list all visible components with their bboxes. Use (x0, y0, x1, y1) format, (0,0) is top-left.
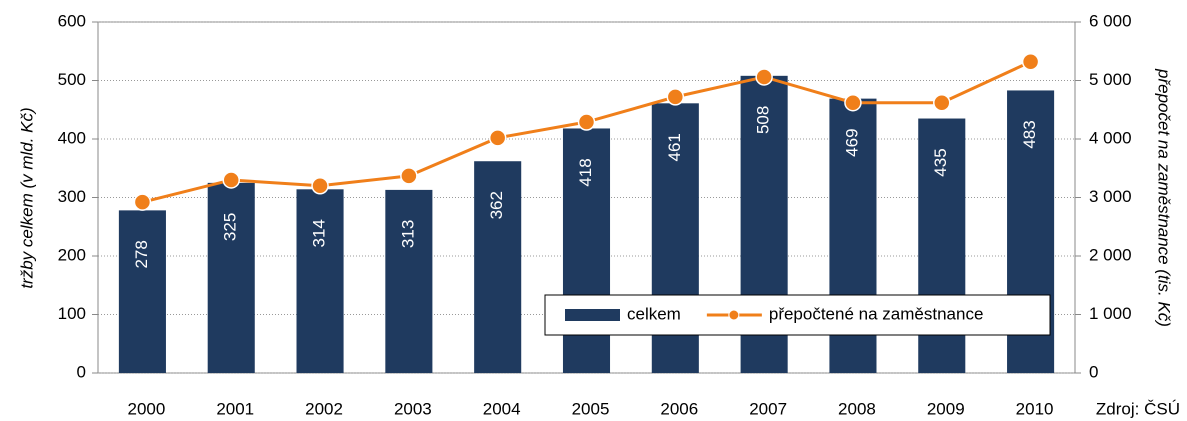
x-tick-label: 2007 (749, 399, 787, 418)
legend-box (544, 294, 1051, 336)
y2-axis-title: přepočet na zaměstnance (tis. Kč) (1155, 68, 1174, 327)
y-tick-label: 100 (58, 304, 86, 323)
line-marker (933, 93, 951, 112)
y2-tick-label: 6 000 (1089, 11, 1132, 30)
line-marker (844, 93, 862, 112)
y-axis-title: tržby celkem (v mld. Kč) (17, 107, 36, 288)
y-tick-label: 500 (58, 70, 86, 89)
line-marker (755, 68, 773, 86)
bar-value-label: 325 (221, 213, 240, 241)
y2-tick-label: 4 000 (1089, 128, 1132, 147)
bar (385, 189, 433, 373)
bar-value-label: 313 (398, 220, 417, 248)
line-marker (400, 167, 418, 185)
y-tick-label: 400 (58, 128, 86, 147)
x-tick-label: 2008 (838, 399, 876, 418)
bar (296, 189, 344, 373)
x-tick-label: 2005 (572, 399, 610, 418)
legend-swatch-marker (728, 309, 740, 321)
x-tick-label: 2006 (660, 399, 698, 418)
y2-tick-label: 2 000 (1089, 245, 1132, 264)
bar-value-label: 362 (487, 191, 506, 219)
line-marker (311, 177, 329, 195)
legend-label: celkem (627, 304, 681, 323)
bar-value-label: 314 (310, 219, 329, 247)
line-marker (222, 171, 240, 189)
x-tick-label: 2004 (483, 399, 521, 418)
bar-value-label: 435 (931, 148, 950, 176)
bar-value-label: 278 (132, 240, 151, 268)
x-tick-label: 2003 (394, 399, 432, 418)
bar-value-label: 508 (754, 106, 773, 134)
legend: celkem přepočtené na zaměstnance (544, 294, 1051, 336)
bar-value-label: 461 (665, 133, 684, 161)
bar (207, 182, 255, 373)
y2-tick-label: 5 000 (1089, 70, 1132, 89)
line-marker (488, 129, 507, 147)
y-tick-label: 0 (77, 362, 86, 381)
source-note: Zdroj: ČSÚ (1096, 399, 1180, 418)
x-tick-label: 2001 (216, 399, 254, 418)
y-tick-label: 300 (58, 187, 86, 206)
y2-tick-label: 1 000 (1089, 304, 1132, 323)
bar (118, 210, 166, 373)
y-tick-label: 200 (58, 245, 86, 264)
bar-value-label: 483 (1020, 120, 1039, 148)
bar (474, 161, 522, 373)
x-tick-label: 2002 (305, 399, 343, 418)
y2-tick-label: 3 000 (1089, 187, 1132, 206)
legend-swatch (565, 309, 620, 321)
bar-value-label: 418 (576, 158, 595, 186)
x-tick-label: 2000 (127, 399, 165, 418)
y2-tick-label: 0 (1089, 362, 1098, 381)
legend-label: přepočtené na zaměstnance (769, 304, 984, 323)
x-tick-label: 2009 (927, 399, 965, 418)
line-marker (577, 113, 596, 131)
x-tick-label: 2010 (1016, 399, 1054, 418)
line-marker (133, 193, 152, 211)
line-marker (1021, 53, 1040, 71)
line-marker (666, 88, 685, 106)
y-tick-label: 600 (58, 11, 86, 30)
bar-value-label: 469 (842, 128, 861, 156)
